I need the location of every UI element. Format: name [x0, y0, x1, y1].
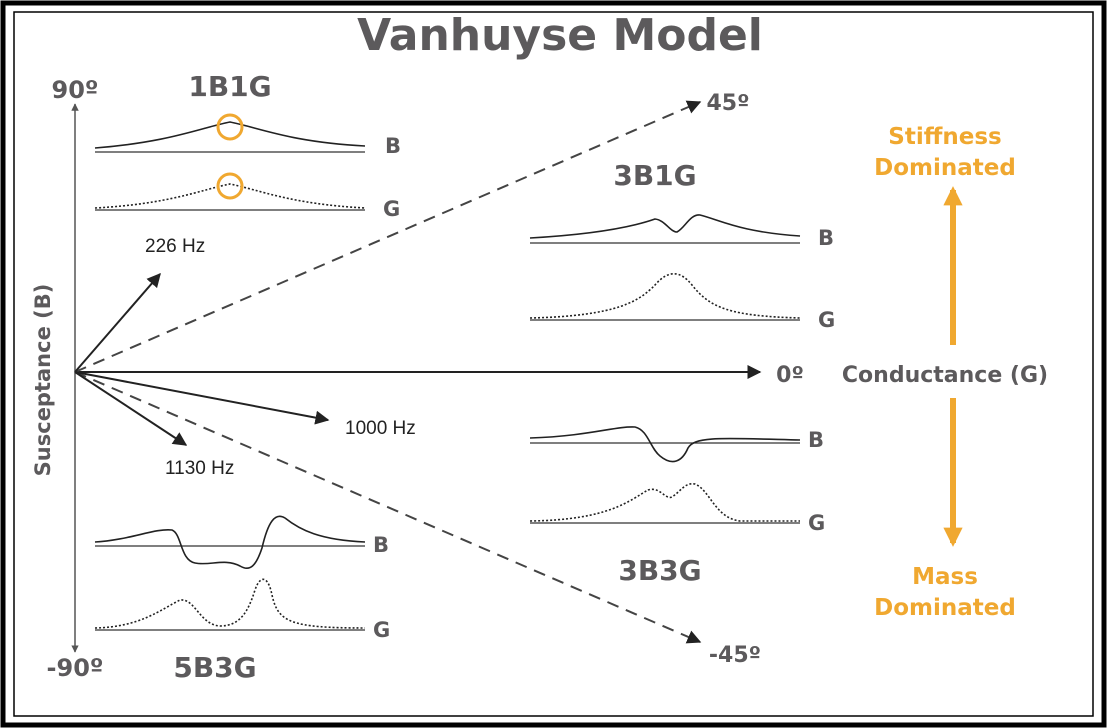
axis-0: 0º [776, 363, 804, 388]
curve-label: G [383, 197, 400, 221]
region-label: Stiffness [888, 124, 1001, 150]
region-label: Dominated [874, 595, 1016, 621]
axis-minus-45: -45º [709, 643, 761, 668]
curve-label: B [818, 226, 834, 250]
pattern-label: 3B1G [613, 159, 696, 192]
pattern-label: 1B1G [188, 70, 271, 103]
curves [529, 426, 801, 524]
axis-top: 90º [52, 76, 99, 104]
region-label: Mass [912, 564, 978, 590]
curves [94, 515, 366, 631]
curves [529, 214, 801, 321]
curve-label: G [818, 308, 835, 332]
pattern-label: 5B3G [173, 651, 256, 684]
frequency-label: 1130 Hz [165, 458, 234, 479]
pattern-label: 3B3G [618, 554, 701, 587]
inner-frame [13, 11, 1094, 717]
curve-label: B [385, 134, 401, 158]
curve-label: G [373, 618, 390, 642]
y-axis-label: Susceptance (B) [31, 284, 55, 477]
region-label: Dominated [874, 155, 1016, 181]
curve-label: B [808, 428, 824, 452]
axes [71, 100, 762, 653]
frequency-label: 226 Hz [145, 236, 205, 257]
axis-bottom: -90º [47, 654, 104, 682]
frequency-label: 1000 Hz [345, 418, 416, 439]
title: Vanhuyse Model [357, 10, 763, 61]
x-axis-label: Conductance (G) [842, 363, 1048, 388]
axis-45: 45º [706, 91, 749, 116]
curve-label: G [808, 511, 825, 535]
curve-label: B [373, 533, 389, 557]
curves [94, 113, 366, 211]
